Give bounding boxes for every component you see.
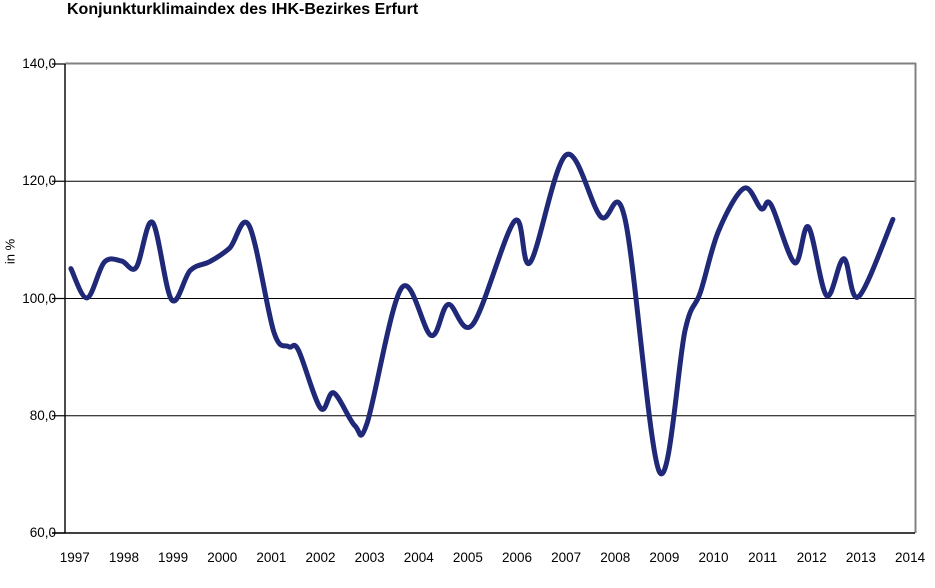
x-tick-label: 2004 xyxy=(403,550,434,565)
x-tick-label: 2014 xyxy=(895,550,926,565)
y-tick-label: 120,0 xyxy=(22,173,56,189)
y-tick-label: 80,0 xyxy=(29,407,56,423)
data-line xyxy=(68,151,896,477)
x-tick-label: 2012 xyxy=(796,550,827,565)
x-tick-label: 1998 xyxy=(108,550,139,565)
y-tick-label: 60,0 xyxy=(29,525,56,540)
x-tick-label: 2013 xyxy=(845,550,876,565)
x-tick-label: 2011 xyxy=(748,550,778,565)
x-tick-label: 1999 xyxy=(158,550,189,565)
y-axis-title: in % xyxy=(2,238,18,265)
y-tick-label: 140,0 xyxy=(22,56,56,71)
x-tick-label: 2009 xyxy=(649,550,680,565)
x-tick-label: 2010 xyxy=(698,550,729,565)
x-tick-label: 2002 xyxy=(305,550,336,565)
x-tick-label: 2000 xyxy=(207,550,238,565)
x-tick-label: 2007 xyxy=(551,550,582,565)
x-tick-label: 1997 xyxy=(59,550,90,565)
x-tick-label: 2008 xyxy=(600,550,631,565)
x-tick-label: 2006 xyxy=(501,550,533,565)
chart-title: Konjunkturklimaindex des IHK-Bezirkes Er… xyxy=(67,1,419,18)
y-tick-label: 100,0 xyxy=(22,290,56,306)
x-tick-label: 2005 xyxy=(452,550,483,565)
x-tick-label: 2003 xyxy=(354,550,385,565)
x-tick-label: 2001 xyxy=(256,550,287,565)
